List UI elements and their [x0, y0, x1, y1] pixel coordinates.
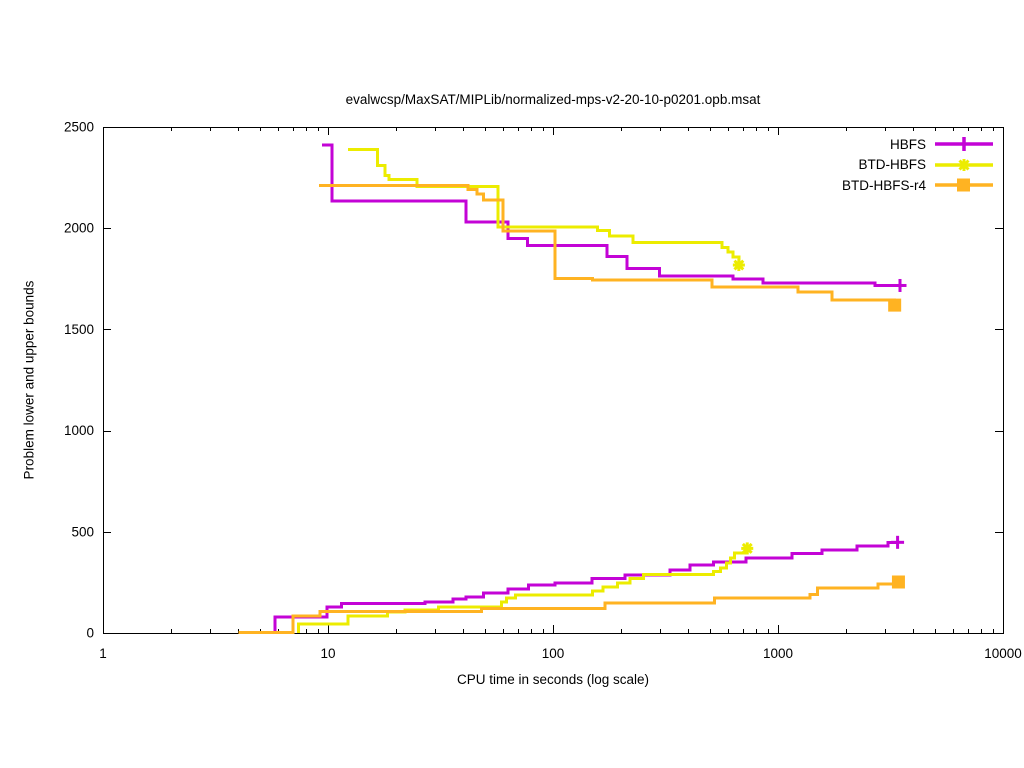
series-HBFS-upper_bound-line [322, 143, 900, 287]
y-tick-label: 0 [86, 626, 94, 641]
square-marker-icon [888, 298, 902, 312]
series-BTD-HBFS-r4-upper_bound [318, 183, 902, 312]
axis-ticks [103, 127, 1004, 634]
series-BTD-HBFS-r4-upper_bound-line [318, 183, 897, 306]
legend-row-hbfs: HBFS [842, 134, 993, 155]
legend-row-btd-hbfs: BTD-HBFS [842, 155, 993, 176]
series-BTD-HBFS-upper_bound-line [348, 147, 741, 265]
square-marker-icon [891, 575, 905, 589]
x-tick-label: 10 [320, 646, 335, 661]
legend-label-btd-hbfs: BTD-HBFS [858, 157, 927, 173]
y-tick-label: 1500 [64, 322, 94, 337]
legend: HBFS BTD-HBFS BTD-HBFS-r4 [842, 134, 993, 196]
y-tick-label: 500 [71, 524, 94, 539]
legend-line-square-marker-icon [935, 178, 993, 192]
series-BTD-HBFS-upper_bound [348, 147, 745, 272]
series-HBFS-lower_bound-line [273, 540, 898, 633]
x-tick-label: 10000 [984, 646, 1022, 661]
series-HBFS-upper_bound [322, 143, 907, 292]
legend-line-plus-marker-icon [935, 137, 993, 152]
x-tick-label: 1 [99, 646, 107, 661]
legend-row-btd-hbfs-r4: BTD-HBFS-r4 [842, 175, 993, 196]
series-BTD-HBFS-r4-lower_bound [238, 575, 905, 635]
y-tick-label: 2500 [64, 120, 94, 135]
series-BTD-HBFS-lower_bound-line [297, 548, 749, 633]
legend-label-btd-hbfs-r4: BTD-HBFS-r4 [842, 177, 926, 193]
series-HBFS-lower_bound [273, 535, 905, 633]
legend-label-hbfs: HBFS [889, 136, 926, 152]
series-BTD-HBFS-r4-lower_bound-line [238, 582, 900, 635]
x-tick-label: 100 [542, 646, 565, 661]
x-tick-label: 1000 [763, 646, 793, 661]
y-tick-label: 1000 [64, 423, 94, 438]
x-axis-label: CPU time in seconds (log scale) [456, 672, 650, 687]
plot-border [103, 127, 1004, 634]
y-tick-label: 2000 [64, 221, 94, 236]
legend-line-star-marker-icon [935, 158, 993, 171]
tick-labels: 1 10 100 1000 10000 0 500 1000 1500 2000 2500 [64, 120, 1022, 662]
chart-title: evalwcsp/MaxSAT/MIPLib/normalized-mps-v2… [345, 92, 761, 107]
star-marker-icon [733, 259, 745, 271]
star-marker-icon [741, 542, 753, 554]
